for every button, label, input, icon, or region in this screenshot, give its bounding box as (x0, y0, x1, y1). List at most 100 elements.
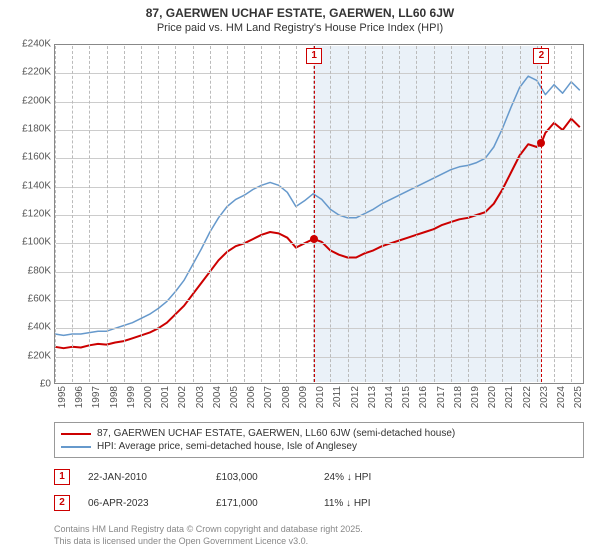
legend-label: HPI: Average price, semi-detached house,… (97, 441, 357, 452)
xtick-label: 2024 (556, 386, 567, 408)
series-line-property (55, 119, 580, 349)
ytick-label: £180K (1, 124, 51, 135)
chart-area: 12 £0£20K£40K£60K£80K£100K£120K£140K£160… (54, 44, 584, 384)
sale-row-price: £171,000 (216, 498, 306, 509)
ytick-label: £20K (1, 350, 51, 361)
xtick-label: 1998 (109, 386, 120, 408)
xtick-label: 2012 (350, 386, 361, 408)
plot-region: 12 (54, 44, 584, 384)
xtick-label: 2009 (298, 386, 309, 408)
legend-row: 87, GAERWEN UCHAF ESTATE, GAERWEN, LL60 … (61, 427, 577, 440)
xtick-label: 2001 (160, 386, 171, 408)
sale-marker-line (541, 46, 542, 382)
xtick-label: 2010 (315, 386, 326, 408)
legend-label: 87, GAERWEN UCHAF ESTATE, GAERWEN, LL60 … (97, 428, 455, 439)
xtick-label: 2020 (487, 386, 498, 408)
ytick-label: £40K (1, 322, 51, 333)
gridline-v (434, 46, 436, 382)
gridline-v (227, 46, 229, 382)
xtick-label: 2004 (212, 386, 223, 408)
gridline-v (55, 46, 57, 382)
gridline-v (158, 46, 160, 382)
sale-marker-dot (310, 235, 318, 243)
gridline-v (175, 46, 177, 382)
gridline-v (296, 46, 298, 382)
gridline-v (348, 46, 350, 382)
xtick-label: 2013 (367, 386, 378, 408)
ytick-label: £200K (1, 95, 51, 106)
xtick-label: 2021 (504, 386, 515, 408)
xtick-label: 2014 (384, 386, 395, 408)
gridline-v (520, 46, 522, 382)
title-area: 87, GAERWEN UCHAF ESTATE, GAERWEN, LL60 … (0, 0, 600, 36)
ytick-label: £100K (1, 237, 51, 248)
gridline-v (124, 46, 126, 382)
gridline-v (451, 46, 453, 382)
xtick-label: 2018 (453, 386, 464, 408)
xtick-label: 2015 (401, 386, 412, 408)
xtick-label: 1995 (57, 386, 68, 408)
series-line-hpi (55, 76, 580, 335)
xtick-label: 2023 (539, 386, 550, 408)
ytick-label: £220K (1, 67, 51, 78)
xtick-label: 2008 (281, 386, 292, 408)
gridline-v (485, 46, 487, 382)
xtick-label: 2025 (573, 386, 584, 408)
gridline-v (330, 46, 332, 382)
footer-line2: This data is licensed under the Open Gov… (54, 536, 584, 548)
ytick-label: £80K (1, 265, 51, 276)
sale-row-date: 22-JAN-2010 (88, 472, 198, 483)
ytick-label: £240K (1, 39, 51, 50)
sale-marker-dot (537, 139, 545, 147)
xtick-label: 1999 (126, 386, 137, 408)
sale-row: 1 22-JAN-2010 £103,000 24% ↓ HPI (54, 464, 584, 490)
gridline-v (279, 46, 281, 382)
xtick-label: 2003 (195, 386, 206, 408)
xtick-label: 1997 (91, 386, 102, 408)
xtick-label: 2019 (470, 386, 481, 408)
legend-swatch (61, 446, 91, 448)
gridline-v (89, 46, 91, 382)
gridline-v (554, 46, 556, 382)
legend-swatch (61, 433, 91, 435)
ytick-label: £140K (1, 180, 51, 191)
gridline-v (193, 46, 195, 382)
sale-row-diff: 24% ↓ HPI (324, 472, 434, 483)
legend-row: HPI: Average price, semi-detached house,… (61, 440, 577, 453)
ytick-label: £0 (1, 379, 51, 390)
sale-row-marker: 2 (54, 495, 70, 511)
xtick-label: 2017 (436, 386, 447, 408)
sale-row-marker: 1 (54, 469, 70, 485)
gridline-v (107, 46, 109, 382)
gridline-v (210, 46, 212, 382)
xtick-label: 2005 (229, 386, 240, 408)
xtick-label: 2007 (263, 386, 274, 408)
sale-row-diff: 11% ↓ HPI (324, 498, 434, 509)
ytick-label: £60K (1, 294, 51, 305)
xtick-label: 2000 (143, 386, 154, 408)
gridline-v (382, 46, 384, 382)
chart-title-address: 87, GAERWEN UCHAF ESTATE, GAERWEN, LL60 … (0, 6, 600, 20)
xtick-label: 2022 (522, 386, 533, 408)
xtick-label: 2011 (332, 386, 343, 408)
sales-table: 122-JAN-2010£103,00024% ↓ HPI206-APR-202… (54, 464, 584, 516)
legend-box: 87, GAERWEN UCHAF ESTATE, GAERWEN, LL60 … (54, 422, 584, 458)
gridline-v (244, 46, 246, 382)
gridline-v (72, 46, 74, 382)
footer-attribution: Contains HM Land Registry data © Crown c… (54, 524, 584, 547)
gridline-v (261, 46, 263, 382)
gridline-v (571, 46, 573, 382)
sale-row-price: £103,000 (216, 472, 306, 483)
chart-subtitle: Price paid vs. HM Land Registry's House … (0, 22, 600, 34)
chart-container: 87, GAERWEN UCHAF ESTATE, GAERWEN, LL60 … (0, 0, 600, 560)
gridline-v (537, 46, 539, 382)
footer-line1: Contains HM Land Registry data © Crown c… (54, 524, 584, 536)
xtick-label: 2006 (246, 386, 257, 408)
gridline-v (468, 46, 470, 382)
gridline-v (141, 46, 143, 382)
xtick-label: 1996 (74, 386, 85, 408)
ytick-label: £120K (1, 209, 51, 220)
gridline-v (399, 46, 401, 382)
sale-marker-box: 1 (306, 48, 322, 64)
sale-marker-line (314, 46, 315, 382)
